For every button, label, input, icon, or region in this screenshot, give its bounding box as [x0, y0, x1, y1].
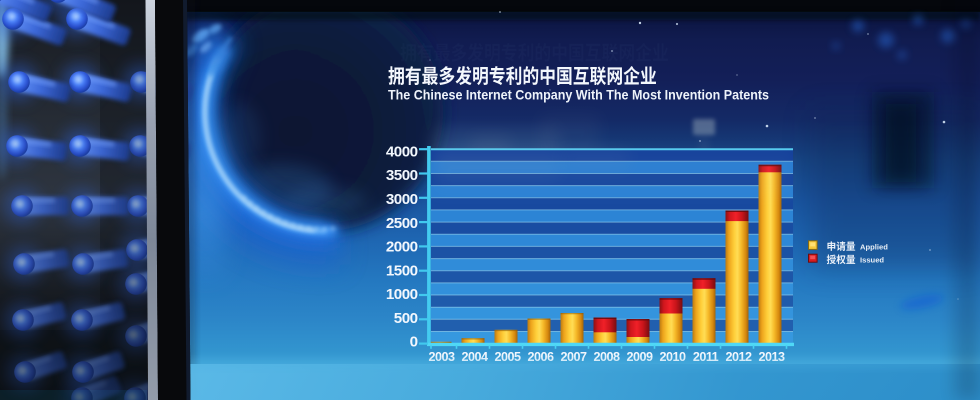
svg-text:The Chinese Internet Company W: The Chinese Internet Company With The Mo… [388, 87, 769, 103]
svg-text:1500: 1500 [386, 262, 418, 279]
svg-text:2500: 2500 [386, 215, 418, 232]
svg-text:4000: 4000 [386, 144, 418, 161]
svg-text:1000: 1000 [386, 286, 418, 303]
svg-text:3500: 3500 [386, 167, 418, 184]
svg-text:0: 0 [410, 334, 418, 351]
svg-text:3000: 3000 [386, 191, 418, 208]
svg-text:Applied: Applied [860, 242, 888, 251]
svg-text:2000: 2000 [386, 239, 418, 256]
svg-text:Issued: Issued [860, 256, 884, 265]
svg-text:500: 500 [394, 310, 418, 327]
